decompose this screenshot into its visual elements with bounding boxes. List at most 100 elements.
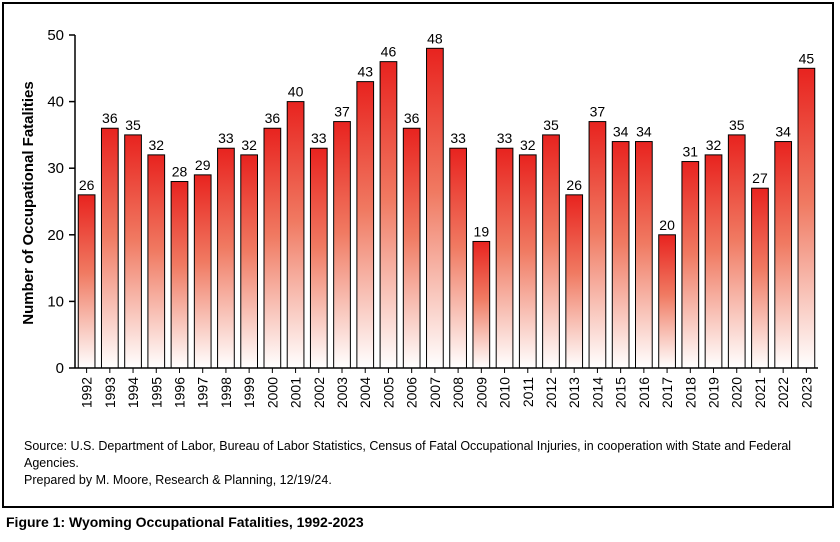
bar-1992 bbox=[77, 194, 96, 369]
data-label-1994: 35 bbox=[125, 117, 141, 133]
data-label-1992: 26 bbox=[79, 177, 95, 193]
bar-2017 bbox=[658, 234, 676, 369]
bar-2000 bbox=[263, 127, 282, 369]
prepared-by-line: Prepared by M. Moore, Research & Plannin… bbox=[24, 473, 332, 487]
bar-2023 bbox=[797, 67, 816, 369]
x-tick-label-2023: 2023 bbox=[798, 377, 814, 408]
y-axis: 0 10 20 30 40 50 bbox=[47, 27, 76, 377]
y-tick-label: 10 bbox=[47, 293, 64, 310]
data-label-1997: 29 bbox=[195, 157, 211, 173]
source-line: Source: U.S. Department of Labor, Bureau… bbox=[24, 439, 792, 470]
bar-1995 bbox=[147, 154, 166, 369]
x-tick-label-1992: 1992 bbox=[79, 377, 95, 408]
bar-2009 bbox=[472, 240, 491, 369]
data-label-1993: 36 bbox=[102, 110, 118, 126]
bar-2016 bbox=[635, 141, 653, 369]
bar-1999 bbox=[240, 154, 258, 369]
x-tick-label-2002: 2002 bbox=[311, 377, 327, 408]
x-tick-label-2007: 2007 bbox=[427, 377, 443, 408]
x-tick-label-2017: 2017 bbox=[659, 377, 675, 408]
data-label-2014: 37 bbox=[590, 104, 606, 120]
data-label-2000: 36 bbox=[265, 110, 281, 126]
data-label-2012: 35 bbox=[543, 117, 559, 133]
bar-2013 bbox=[565, 194, 584, 369]
x-tick-label-1998: 1998 bbox=[218, 377, 234, 408]
data-label-2020: 35 bbox=[729, 117, 745, 133]
bar-2020 bbox=[727, 134, 746, 369]
data-label-2017: 20 bbox=[659, 217, 675, 233]
bar-1997 bbox=[193, 174, 212, 369]
bar-2007 bbox=[426, 47, 444, 369]
x-tick-label-2016: 2016 bbox=[636, 377, 652, 408]
bar-2006 bbox=[402, 127, 421, 369]
bar-chart: 0 10 20 30 40 50 26 36 35 32 28 29 33 32 36 40 33 37 43 46… bbox=[20, 27, 818, 408]
x-tick-label-2001: 2001 bbox=[288, 377, 304, 408]
bar-2019 bbox=[704, 154, 723, 369]
x-tick-label-2006: 2006 bbox=[404, 377, 420, 408]
y-tick-label: 50 bbox=[47, 27, 64, 44]
x-tick-label-2009: 2009 bbox=[473, 377, 489, 408]
x-tick-label-2003: 2003 bbox=[334, 377, 350, 408]
bar-1994 bbox=[124, 134, 142, 369]
x-tick-label-2004: 2004 bbox=[357, 377, 373, 408]
data-label-2007: 48 bbox=[427, 30, 443, 46]
x-tick-label-1997: 1997 bbox=[195, 377, 211, 408]
data-label-1999: 32 bbox=[241, 137, 257, 153]
x-tick-label-2008: 2008 bbox=[450, 377, 466, 408]
x-tick-label-2000: 2000 bbox=[264, 377, 280, 408]
data-label-2011: 32 bbox=[520, 137, 536, 153]
x-tick-label-2014: 2014 bbox=[589, 377, 605, 408]
data-label-2015: 34 bbox=[613, 124, 629, 140]
bar-2002 bbox=[309, 147, 328, 369]
data-label-2002: 33 bbox=[311, 130, 327, 146]
x-tick-label-2020: 2020 bbox=[729, 377, 745, 408]
x-tick-label-1993: 1993 bbox=[102, 377, 118, 408]
x-tick-label-1996: 1996 bbox=[171, 377, 187, 408]
x-tick-label-2012: 2012 bbox=[543, 377, 559, 408]
x-tick-label-2010: 2010 bbox=[497, 377, 513, 408]
bar-2015 bbox=[611, 141, 630, 369]
data-label-2022: 34 bbox=[775, 124, 791, 140]
bar-2014 bbox=[588, 121, 607, 369]
x-tick-label-1999: 1999 bbox=[241, 377, 257, 408]
data-label-2013: 26 bbox=[566, 177, 582, 193]
bar-2004 bbox=[356, 81, 375, 369]
data-label-2021: 27 bbox=[752, 170, 768, 186]
x-tick-label-2013: 2013 bbox=[566, 377, 582, 408]
data-label-2003: 37 bbox=[334, 104, 350, 120]
y-axis-title: Number of Occupational Fatalities bbox=[20, 81, 37, 324]
bar-2005 bbox=[379, 61, 398, 369]
data-label-1995: 32 bbox=[148, 137, 164, 153]
x-tick-label-2019: 2019 bbox=[706, 377, 722, 408]
data-label-1998: 33 bbox=[218, 130, 234, 146]
bar-2011 bbox=[518, 154, 537, 369]
bar-2012 bbox=[542, 134, 560, 369]
x-tick-label-2011: 2011 bbox=[520, 377, 536, 407]
x-tick-label-2015: 2015 bbox=[613, 377, 629, 408]
data-label-2001: 40 bbox=[288, 84, 304, 100]
data-label-2009: 19 bbox=[474, 223, 490, 239]
y-tick-label: 40 bbox=[47, 94, 64, 111]
x-tick-label-1995: 1995 bbox=[148, 377, 164, 408]
bar-2001 bbox=[286, 101, 305, 369]
data-label-2004: 43 bbox=[357, 64, 373, 80]
bar-1996 bbox=[170, 181, 189, 369]
bars: 26 36 35 32 28 29 33 32 36 40 33 37 43 46 36 48 33 19 33 32… bbox=[77, 30, 816, 369]
x-axis: 1992 1993 1994 1995 1996 1997 1998 1999 2000 2001… bbox=[75, 367, 818, 408]
y-tick-label: 0 bbox=[56, 360, 64, 377]
y-tick-label: 30 bbox=[47, 160, 64, 177]
x-tick-label-2018: 2018 bbox=[682, 377, 698, 408]
bar-2008 bbox=[449, 147, 467, 369]
y-tick-label: 20 bbox=[47, 227, 64, 244]
x-tick-label-1994: 1994 bbox=[125, 377, 141, 408]
data-label-2006: 36 bbox=[404, 110, 420, 126]
x-tick-label-2005: 2005 bbox=[380, 377, 396, 408]
data-label-2010: 33 bbox=[497, 130, 513, 146]
data-label-2018: 31 bbox=[683, 144, 699, 160]
data-label-2023: 45 bbox=[799, 50, 815, 66]
bar-1998 bbox=[217, 147, 235, 369]
data-label-2019: 32 bbox=[706, 137, 722, 153]
bar-2021 bbox=[751, 187, 769, 369]
data-label-2016: 34 bbox=[636, 124, 652, 140]
x-tick-label-2022: 2022 bbox=[775, 377, 791, 408]
